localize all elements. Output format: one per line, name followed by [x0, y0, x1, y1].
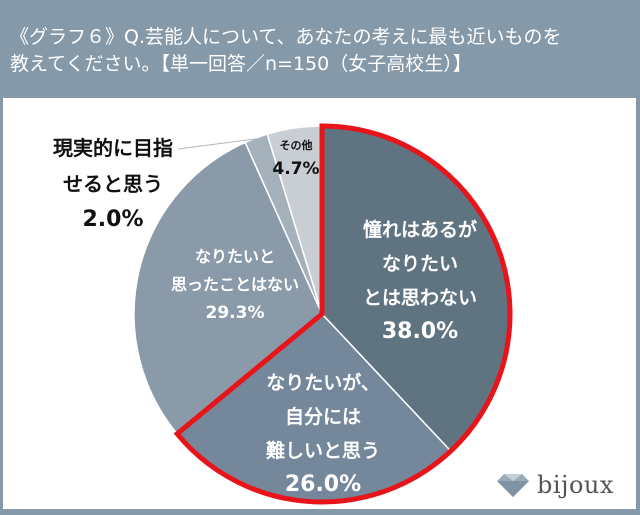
- bijoux-logo: bijoux: [495, 468, 614, 502]
- label-percent: 29.3%: [205, 303, 265, 323]
- label-text: その他: [279, 139, 313, 152]
- label-text: 自分には: [284, 406, 361, 428]
- label-text: 難しいと思う: [265, 440, 380, 462]
- label-slice-5: その他 4.7%: [270, 136, 322, 182]
- logo-text: bijoux: [537, 471, 614, 499]
- label-percent: 26.0%: [284, 472, 362, 497]
- label-slice-1: 憧れはあるが なりたい とは思わない 38.0%: [340, 213, 500, 349]
- pie-slices: [133, 125, 511, 503]
- label-percent: 2.0%: [82, 207, 144, 232]
- label-text: せると思う: [63, 172, 163, 196]
- label-percent: 38.0%: [381, 319, 459, 344]
- label-text: とは思わない: [362, 287, 477, 309]
- pie-slice: [133, 141, 323, 435]
- diamond-icon: [497, 474, 529, 497]
- label-text: 思ったことはない: [170, 275, 299, 294]
- label-slice-2: なりたいが、 自分には 難しいと思う 26.0%: [248, 366, 398, 502]
- label-text: 現実的に目指: [53, 136, 173, 160]
- label-slice-4: 現実的に目指 せると思う 2.0%: [38, 130, 188, 238]
- label-percent: 4.7%: [272, 159, 320, 179]
- label-text: なりたいが、: [266, 372, 380, 394]
- label-slice-3: なりたいと 思ったことはない 29.3%: [145, 243, 325, 327]
- label-text: 憧れはあるが: [362, 219, 477, 241]
- highlight-outline: [173, 123, 513, 505]
- title-line-2: 教えてください。【単一回答／n=150（女子高校生）】: [10, 53, 472, 75]
- chart-title: 《グラフ６》Q.芸能人について、あなたの考えに最も近いものを 教えてください。【…: [10, 24, 630, 78]
- leader-line: [177, 137, 264, 150]
- label-text: なりたいと: [194, 247, 275, 266]
- label-text: なりたい: [381, 253, 458, 275]
- title-line-1: 《グラフ６》Q.芸能人について、あなたの考えに最も近いものを: [10, 26, 562, 48]
